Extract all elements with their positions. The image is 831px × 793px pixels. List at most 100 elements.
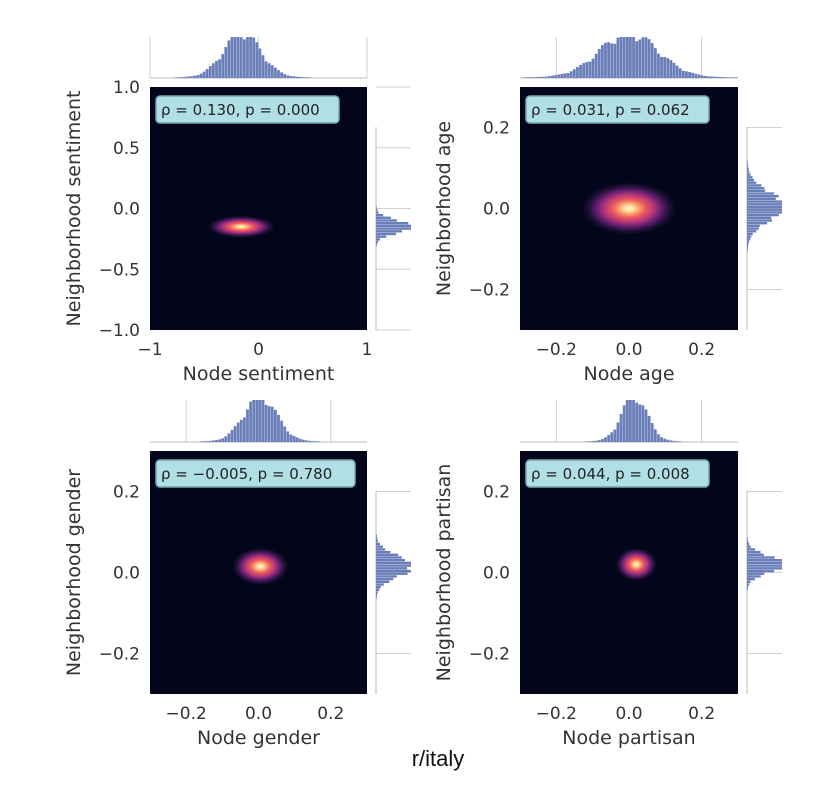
histogram-bar bbox=[280, 420, 283, 442]
histogram-bar bbox=[376, 575, 397, 578]
histogram-bar bbox=[258, 48, 262, 78]
marginal-histogram-y bbox=[746, 127, 782, 330]
histogram-bar bbox=[675, 441, 679, 442]
correlation-text: ρ = 0.044, p = 0.008 bbox=[531, 465, 690, 483]
histogram-bar bbox=[277, 70, 280, 78]
histogram-bar bbox=[747, 249, 748, 252]
histogram-bar bbox=[376, 583, 384, 586]
histogram-bar bbox=[747, 173, 751, 176]
histogram-bar bbox=[177, 77, 181, 78]
y-tick-label: −0.2 bbox=[469, 281, 510, 301]
histogram-bar bbox=[212, 63, 215, 78]
histogram-bar bbox=[267, 406, 271, 442]
histogram-bar bbox=[747, 550, 761, 554]
x-tick-label: −0.2 bbox=[536, 704, 577, 724]
histogram-bar bbox=[747, 222, 768, 225]
histogram-bar bbox=[747, 178, 755, 182]
histogram-bar bbox=[644, 409, 648, 442]
histogram-bar bbox=[660, 437, 663, 442]
histogram-bar bbox=[376, 235, 387, 238]
histogram-bar bbox=[657, 434, 660, 442]
histogram-bar bbox=[305, 440, 308, 442]
histogram-bar bbox=[747, 246, 749, 249]
histogram-bar bbox=[576, 67, 579, 78]
histogram-bar bbox=[202, 71, 206, 78]
histogram-bar bbox=[597, 49, 601, 78]
histogram-bar bbox=[295, 76, 299, 78]
histogram-bar bbox=[305, 77, 308, 78]
histogram-bar bbox=[747, 200, 782, 203]
histogram-bar bbox=[747, 545, 751, 548]
histogram-bar bbox=[376, 537, 378, 540]
histogram-bar bbox=[243, 417, 246, 442]
histogram-bar bbox=[376, 591, 378, 594]
kde-density-peak bbox=[232, 547, 289, 586]
histogram-bar bbox=[246, 37, 249, 78]
histogram-bar bbox=[632, 400, 635, 442]
x-tick-label: 0.0 bbox=[615, 704, 642, 724]
histogram-bar bbox=[747, 238, 751, 241]
x-axis-label: Node gender bbox=[197, 727, 320, 749]
histogram-bar bbox=[236, 37, 240, 78]
marginal-histogram-x bbox=[150, 400, 367, 443]
y-tick-label: −0.2 bbox=[469, 645, 510, 665]
marginal-histogram-y bbox=[375, 491, 411, 694]
histogram-bar bbox=[376, 542, 381, 546]
histogram-bar bbox=[700, 75, 704, 78]
histogram-bar bbox=[208, 440, 212, 442]
histogram-bar bbox=[376, 569, 411, 573]
histogram-bar bbox=[376, 580, 390, 583]
y-tick-label: 0.2 bbox=[483, 483, 510, 503]
histogram-bar bbox=[600, 45, 604, 78]
histogram-bar bbox=[557, 74, 561, 78]
histogram-bar bbox=[267, 63, 271, 78]
marginal-histogram-x bbox=[520, 400, 738, 443]
histogram-bar bbox=[644, 37, 648, 78]
y-tick-label: 0.5 bbox=[113, 139, 140, 159]
histogram-bar bbox=[747, 224, 760, 228]
joint-plot-4: ρ = 0.044, p = 0.008 −0.2 0.0 0.2 −0.2 0.0 0.2… bbox=[433, 400, 782, 749]
x-tick-label: 0.2 bbox=[317, 704, 344, 724]
correlation-annotation: ρ = 0.130, p = 0.000 bbox=[155, 95, 340, 124]
marginal-histogram-x bbox=[520, 37, 738, 79]
histogram-bar bbox=[747, 211, 782, 214]
histogram-bar bbox=[716, 76, 720, 78]
histogram-bar bbox=[747, 181, 757, 184]
histogram-bar bbox=[672, 440, 676, 442]
correlation-text: ρ = −0.005, p = 0.780 bbox=[161, 465, 332, 483]
histogram-bar bbox=[734, 77, 738, 78]
histogram-bar bbox=[376, 572, 408, 575]
x-axis-label: Node age bbox=[583, 363, 674, 385]
histogram-bar bbox=[376, 224, 411, 228]
histogram-bar bbox=[544, 76, 548, 78]
histogram-bar bbox=[376, 550, 391, 554]
histogram-bar bbox=[613, 429, 617, 442]
histogram-bar bbox=[230, 37, 234, 78]
histogram-bar bbox=[280, 72, 283, 78]
x-tick-label: 0.0 bbox=[245, 704, 272, 724]
histogram-bar bbox=[650, 422, 654, 442]
histogram-bar bbox=[647, 415, 651, 442]
histogram-bar bbox=[258, 400, 262, 442]
histogram-bar bbox=[666, 439, 670, 442]
histogram-bar bbox=[551, 75, 554, 78]
histogram-bar bbox=[669, 440, 673, 442]
histogram-bar bbox=[376, 238, 380, 241]
correlation-annotation: ρ = −0.005, p = 0.780 bbox=[155, 459, 356, 488]
histogram-bar bbox=[747, 580, 751, 583]
histogram-bar bbox=[719, 76, 723, 78]
histogram-bar bbox=[638, 404, 642, 442]
histogram-bar bbox=[376, 588, 380, 592]
joint-plot-2: ρ = 0.031, p = 0.062 −0.2 0.0 0.2 −0.2 0.0 0.2… bbox=[433, 37, 782, 385]
x-tick-label: 0.2 bbox=[688, 340, 715, 360]
y-tick-label: 0.0 bbox=[483, 564, 510, 584]
histogram-bar bbox=[292, 76, 296, 78]
histogram-bar bbox=[560, 73, 564, 78]
histogram-bar bbox=[747, 184, 762, 187]
histogram-bar bbox=[709, 76, 713, 78]
y-tick-label: 0.0 bbox=[483, 200, 510, 220]
histogram-bar bbox=[572, 69, 576, 78]
histogram-bar bbox=[538, 76, 542, 78]
histogram-bar bbox=[239, 419, 243, 442]
